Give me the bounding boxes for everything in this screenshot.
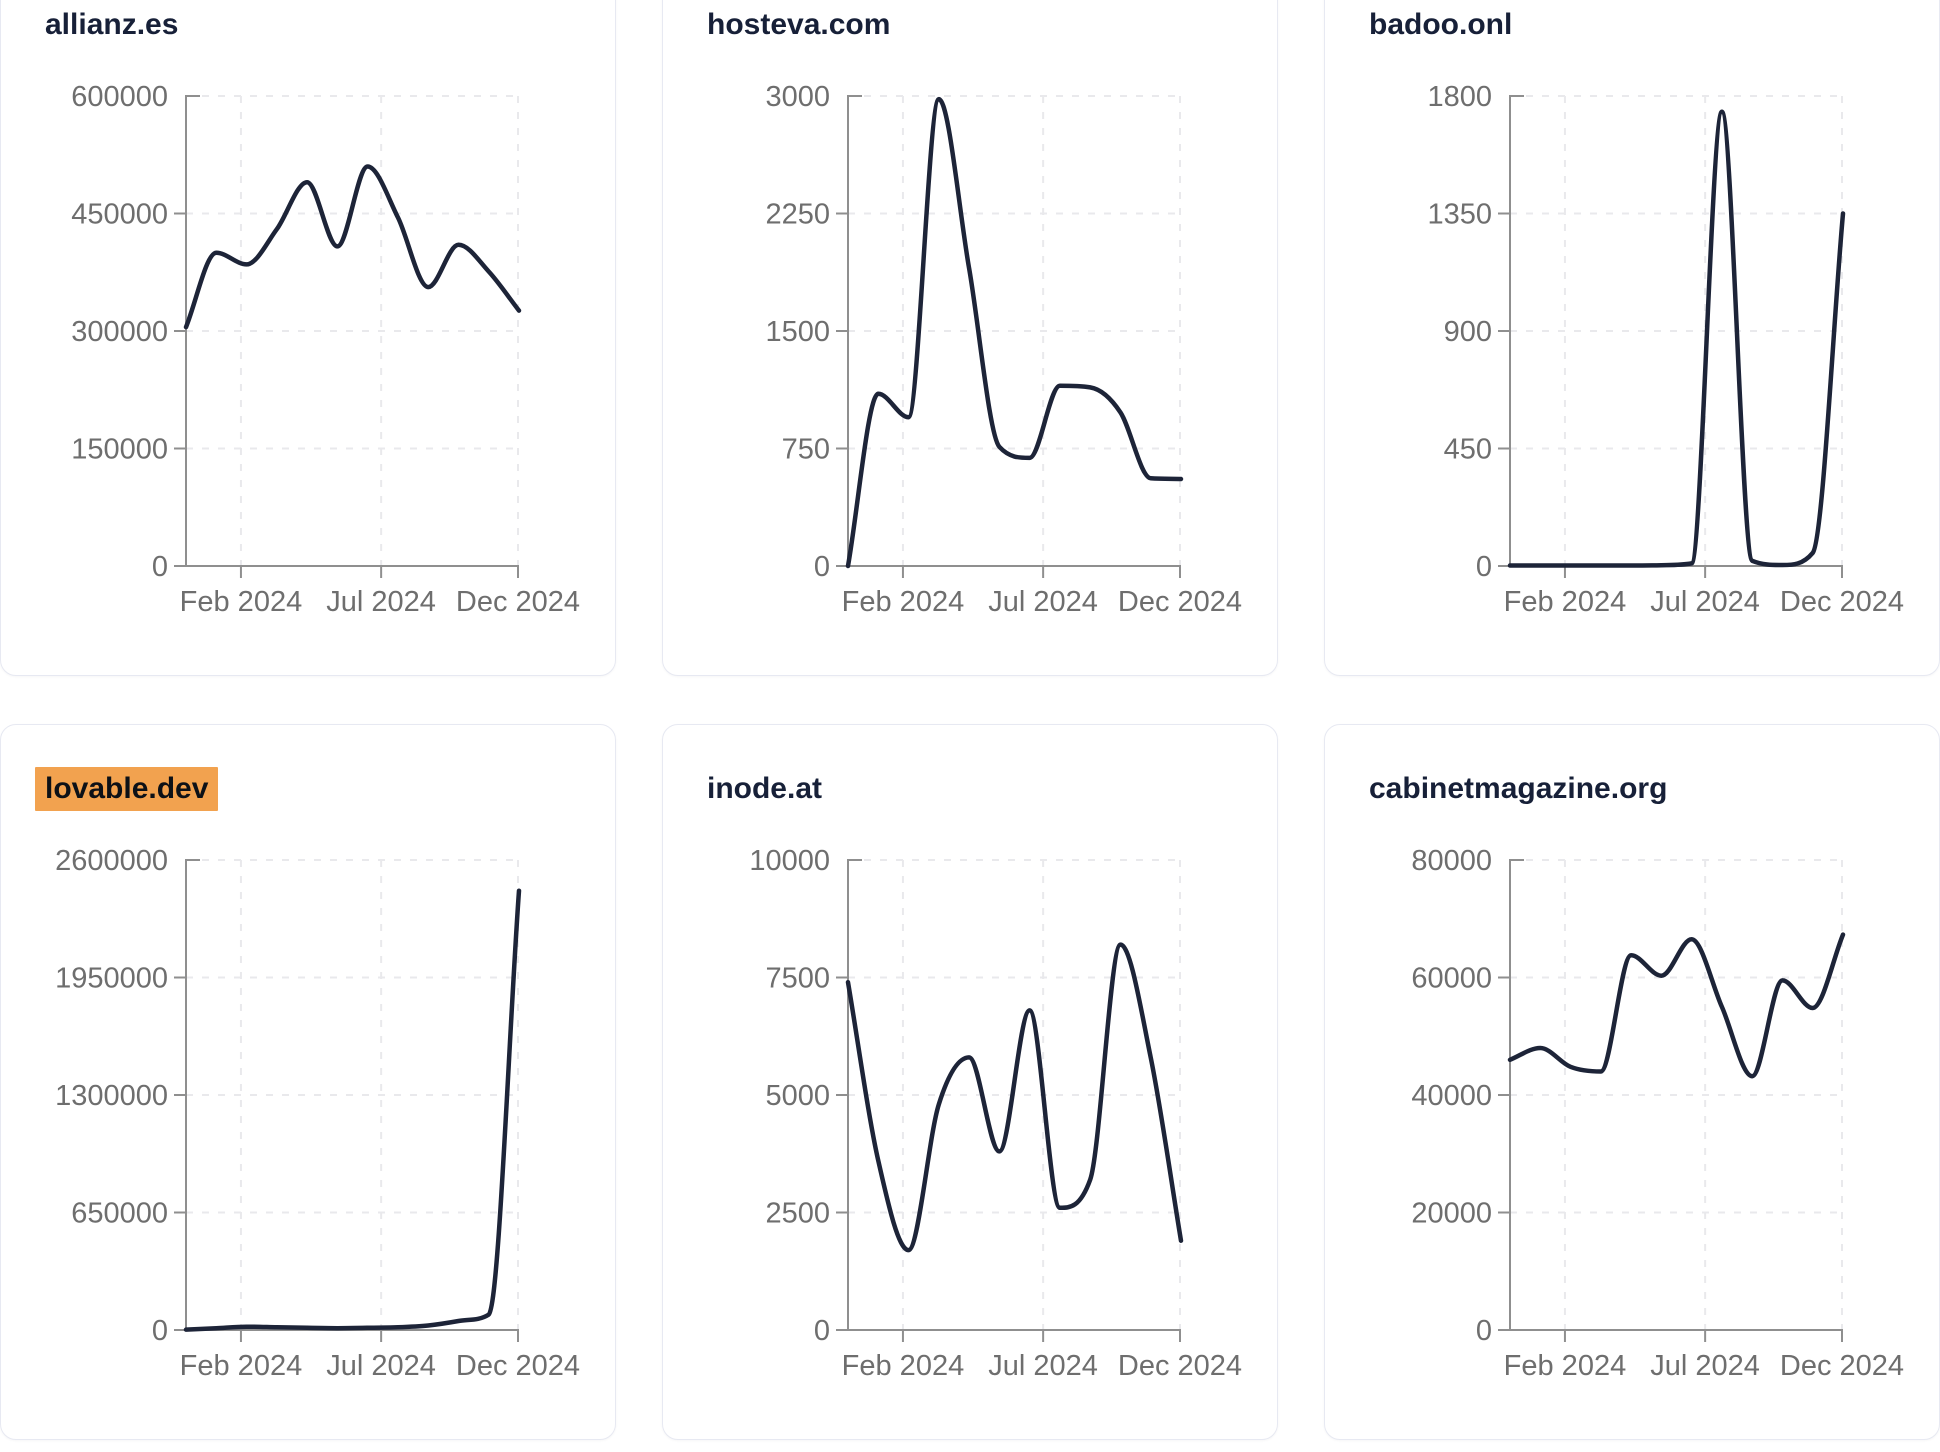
chart-line bbox=[1507, 932, 1846, 1079]
chart-title: badoo.onl bbox=[1369, 8, 1513, 41]
y-axis-tick-label: 2500 bbox=[765, 1198, 830, 1230]
x-axis-tick-label: Dec 2024 bbox=[1780, 586, 1904, 618]
x-axis-tick-label: Feb 2024 bbox=[180, 1350, 303, 1382]
chart-title: cabinetmagazine.org bbox=[1369, 772, 1668, 805]
y-axis-tick-label: 80000 bbox=[1411, 845, 1492, 877]
y-axis-tick-label: 1300000 bbox=[55, 1080, 168, 1112]
chart-title: allianz.es bbox=[45, 8, 179, 41]
line-chart: 0 750 1500 2250 3000 Feb 2024 Jul 2024 Dec 2024 bbox=[765, 81, 1242, 618]
x-axis-tick-label: Dec 2024 bbox=[1118, 1350, 1242, 1382]
chart-card: inode.at 0 2500 5000 7500 10000 Feb 2024 Jul 20… bbox=[662, 724, 1278, 1440]
y-axis-tick-label: 1950000 bbox=[55, 963, 168, 995]
y-axis-tick-label: 150000 bbox=[71, 434, 168, 466]
x-axis-tick-label: Jul 2024 bbox=[326, 1350, 436, 1382]
x-axis-tick-label: Dec 2024 bbox=[456, 1350, 580, 1382]
y-axis-tick-label: 40000 bbox=[1411, 1080, 1492, 1112]
line-chart: 0 450 900 1350 1800 Feb 2024 Jul 2024 Dec 2024 bbox=[1427, 81, 1904, 618]
y-axis-tick-label: 2250 bbox=[765, 199, 830, 231]
x-axis-tick-label: Dec 2024 bbox=[1118, 586, 1242, 618]
line-chart: 0 20000 40000 60000 80000 Feb 2024 Jul 2024 Dec… bbox=[1411, 845, 1904, 1382]
x-axis-tick-label: Dec 2024 bbox=[456, 586, 580, 618]
chart-title: inode.at bbox=[707, 772, 823, 805]
x-axis-tick-label: Jul 2024 bbox=[1650, 1350, 1760, 1382]
y-axis-tick-label: 3000 bbox=[765, 81, 830, 113]
x-axis-tick-label: Jul 2024 bbox=[988, 586, 1098, 618]
y-axis-tick-label: 0 bbox=[152, 1315, 168, 1347]
chart-card: badoo.onl 0 450 900 1350 1800 Feb 2024 Jul 2024… bbox=[1324, 0, 1940, 676]
y-axis-tick-label: 900 bbox=[1444, 316, 1492, 348]
y-axis-tick-label: 600000 bbox=[71, 81, 168, 113]
x-axis-tick-label: Dec 2024 bbox=[1780, 1350, 1904, 1382]
y-axis-tick-label: 1350 bbox=[1427, 199, 1492, 231]
y-axis-tick-label: 60000 bbox=[1411, 963, 1492, 995]
y-axis-tick-label: 1800 bbox=[1427, 81, 1492, 113]
x-axis-tick-label: Jul 2024 bbox=[1650, 586, 1760, 618]
y-axis-tick-label: 0 bbox=[1476, 1315, 1492, 1347]
y-axis-tick-label: 0 bbox=[814, 551, 830, 583]
x-axis-tick-label: Jul 2024 bbox=[326, 586, 436, 618]
chart-title: hosteva.com bbox=[707, 8, 891, 41]
x-axis-tick-label: Feb 2024 bbox=[842, 1350, 965, 1382]
y-axis-tick-label: 2600000 bbox=[55, 845, 168, 877]
y-axis-tick-label: 5000 bbox=[765, 1080, 830, 1112]
chart-line bbox=[183, 888, 522, 1332]
chart-title-highlighted: lovable.dev bbox=[35, 767, 219, 811]
y-axis-tick-label: 0 bbox=[1476, 551, 1492, 583]
y-axis-tick-label: 10000 bbox=[749, 845, 830, 877]
chart-card: lovable.dev 0 650000 1300000 1950000 2600000 F… bbox=[0, 724, 616, 1440]
y-axis-tick-label: 750 bbox=[782, 434, 830, 466]
chart-card: hosteva.com 0 750 1500 2250 3000 Feb 2024 Jul 2… bbox=[662, 0, 1278, 676]
line-chart: 0 2500 5000 7500 10000 Feb 2024 Jul 2024 Dec 20… bbox=[749, 845, 1242, 1382]
x-axis-tick-label: Jul 2024 bbox=[988, 1350, 1098, 1382]
y-axis-tick-label: 0 bbox=[814, 1315, 830, 1347]
chart-card: cabinetmagazine.org 0 20000 40000 60000 80000… bbox=[1324, 724, 1940, 1440]
chart-line bbox=[845, 96, 1184, 569]
chart-line bbox=[845, 942, 1184, 1253]
y-axis-tick-label: 1500 bbox=[765, 316, 830, 348]
y-axis-tick-label: 0 bbox=[152, 551, 168, 583]
y-axis-tick-label: 450000 bbox=[71, 199, 168, 231]
chart-card: allianz.es 0 150000 300000 450000 600000 Feb 2… bbox=[0, 0, 616, 676]
x-axis-tick-label: Feb 2024 bbox=[1504, 1350, 1627, 1382]
chart-line bbox=[1507, 109, 1846, 568]
y-axis-tick-label: 7500 bbox=[765, 963, 830, 995]
y-axis-tick-label: 650000 bbox=[71, 1198, 168, 1230]
chart-line bbox=[183, 164, 522, 330]
line-chart: 0 650000 1300000 1950000 2600000 Feb 2024 Jul … bbox=[55, 845, 580, 1382]
line-chart: 0 150000 300000 450000 600000 Feb 2024 Jul 202… bbox=[71, 81, 580, 618]
y-axis-tick-label: 20000 bbox=[1411, 1198, 1492, 1230]
y-axis-tick-label: 450 bbox=[1444, 434, 1492, 466]
y-axis-tick-label: 300000 bbox=[71, 316, 168, 348]
x-axis-tick-label: Feb 2024 bbox=[180, 586, 303, 618]
x-axis-tick-label: Feb 2024 bbox=[842, 586, 965, 618]
x-axis-tick-label: Feb 2024 bbox=[1504, 586, 1627, 618]
